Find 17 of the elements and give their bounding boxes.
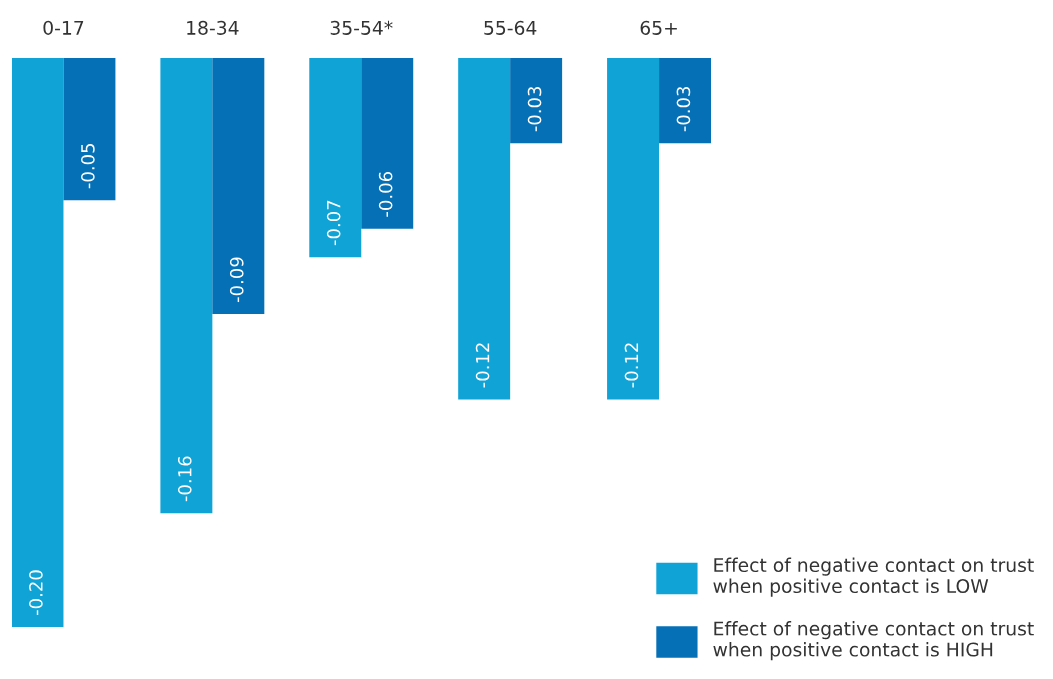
data-label: -0.03 [676, 86, 691, 132]
x-tick-label: 65+ [640, 20, 677, 35]
legend-label: Effect of negative contact on trust when positive contact is LOW [713, 557, 1034, 597]
data-label: -0.09 [229, 257, 244, 303]
x-tick-label: 35-54* [330, 20, 393, 35]
x-tick-label: 55-64 [484, 20, 537, 35]
x-tick-label: 0-17 [43, 20, 84, 35]
data-label: -0.12 [475, 343, 490, 388]
data-label: -0.16 [177, 456, 192, 502]
data-label: -0.20 [29, 570, 43, 616]
legend-label: Effect of negative contact on trust when positive contact is HIGH [713, 621, 1034, 661]
data-label: -0.05 [81, 144, 95, 189]
data-label: -0.06 [378, 172, 393, 217]
x-tick-label: 18-34 [187, 20, 239, 35]
data-label: -0.03 [527, 86, 542, 132]
data-label: -0.12 [624, 343, 639, 388]
data-label: -0.07 [326, 200, 341, 246]
